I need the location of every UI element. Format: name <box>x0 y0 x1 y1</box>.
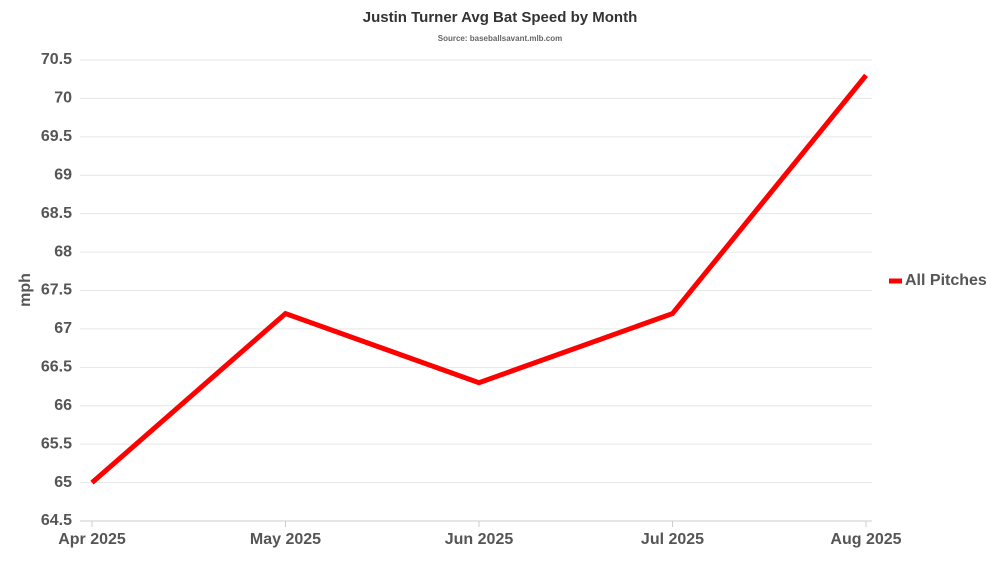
y-tick-label: 67 <box>54 320 72 337</box>
chart-title: Justin Turner Avg Bat Speed by Month <box>363 9 637 26</box>
legend-label: All Pitches <box>905 272 987 289</box>
y-tick-label: 68.5 <box>41 205 72 222</box>
y-tick-label: 65 <box>54 474 72 491</box>
line-series <box>90 73 868 485</box>
y-tick-label: 70 <box>54 90 72 107</box>
x-tick-label: Jun 2025 <box>445 531 514 548</box>
x-tick-label: Aug 2025 <box>830 531 901 548</box>
y-tick-label: 69.5 <box>41 128 72 145</box>
x-tick-label: May 2025 <box>250 531 321 548</box>
y-tick-label: 66 <box>54 397 72 414</box>
y-tick-label: 69 <box>54 166 72 183</box>
y-tick-label: 66.5 <box>41 359 72 376</box>
chart-subtitle: Source: baseballsavant.mlb.com <box>438 34 563 43</box>
y-tick-label: 70.5 <box>41 51 72 68</box>
y-tick-label: 64.5 <box>41 512 72 529</box>
y-tick-label: 67.5 <box>41 282 72 299</box>
y-tick-label: 65.5 <box>41 435 72 452</box>
y-axis-label: mph <box>17 273 34 307</box>
x-tick-label: Apr 2025 <box>58 531 126 548</box>
x-tick-label: Jul 2025 <box>641 531 704 548</box>
y-tick-label: 68 <box>54 243 72 260</box>
